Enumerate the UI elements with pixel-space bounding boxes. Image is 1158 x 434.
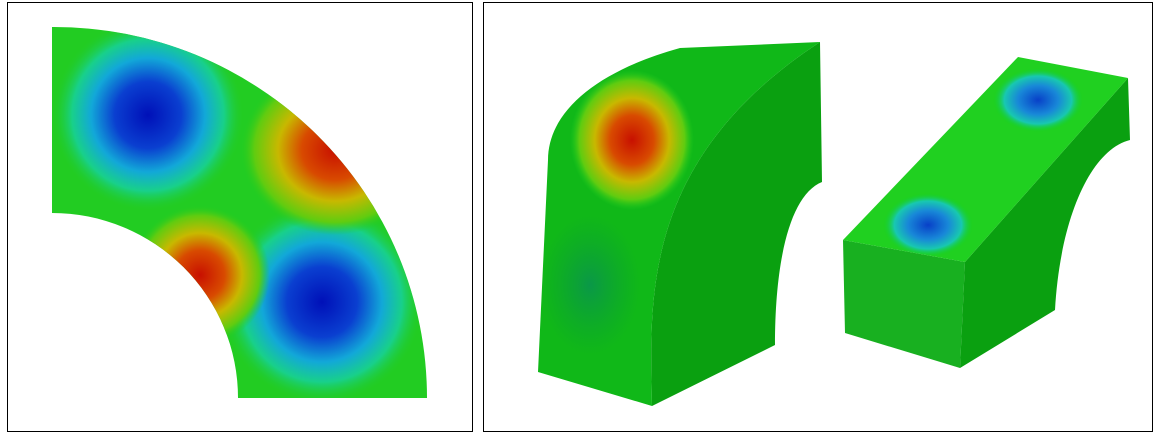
field-maximum <box>570 70 694 210</box>
field-minimum <box>993 68 1083 132</box>
field-minimum <box>883 193 973 257</box>
field-shade <box>540 215 640 355</box>
box-side-face <box>960 78 1130 368</box>
field-minimum <box>222 202 422 399</box>
block-side-face <box>651 42 822 406</box>
field-minimum <box>53 26 243 210</box>
box-front-face <box>843 240 965 368</box>
